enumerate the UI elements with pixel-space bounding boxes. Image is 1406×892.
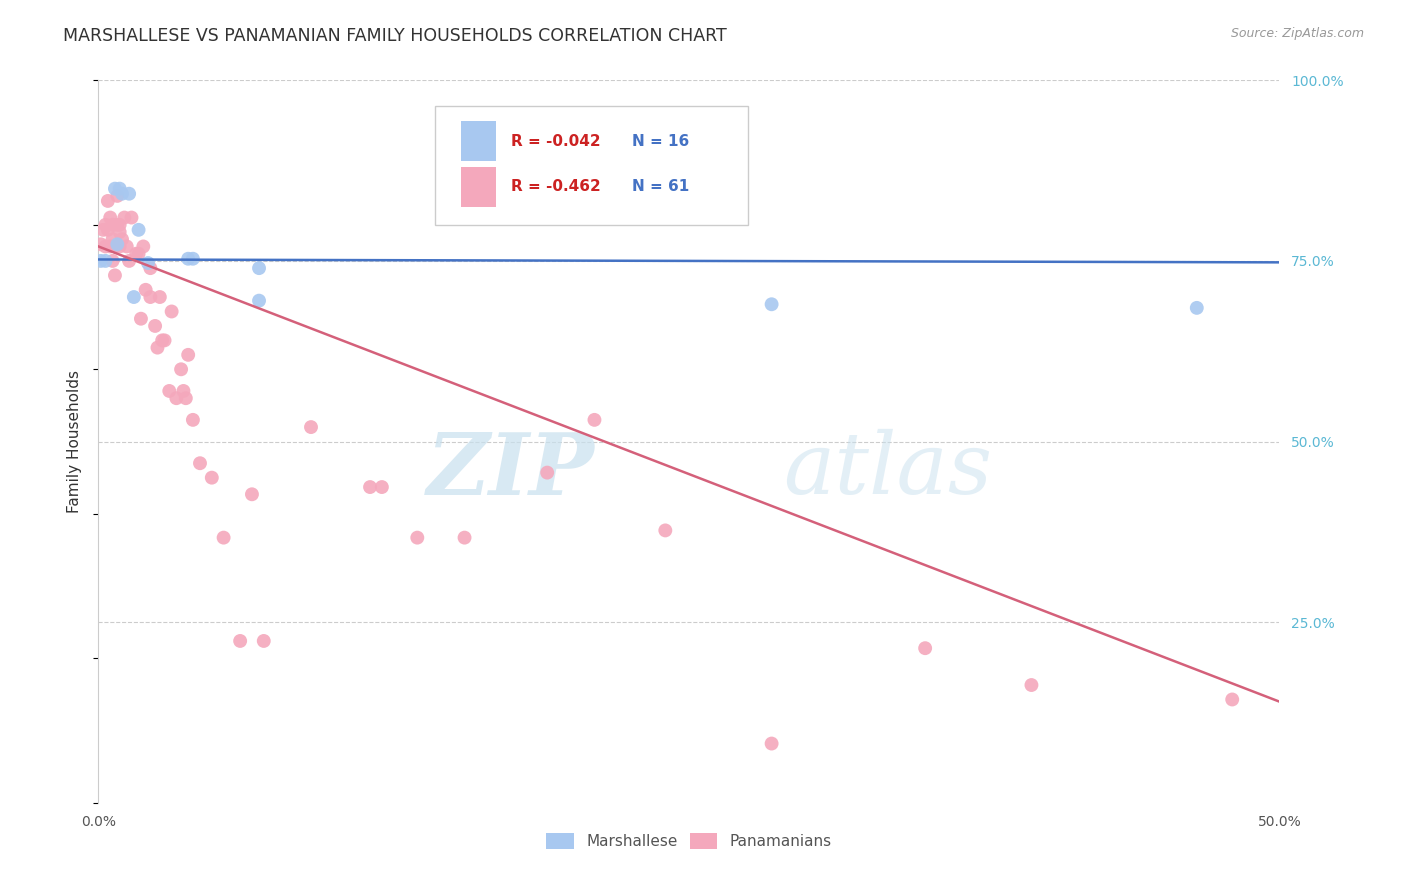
Point: [247, 261, 270, 276]
Y-axis label: Family Households: Family Households: [67, 370, 83, 513]
Point: [97, 194, 120, 208]
Point: [914, 641, 936, 656]
Point: [104, 239, 127, 253]
Point: [172, 384, 194, 398]
Point: [94, 253, 117, 268]
Point: [583, 413, 606, 427]
Point: [240, 487, 263, 501]
Point: [359, 480, 381, 494]
Point: [453, 531, 475, 545]
Point: [90, 237, 112, 252]
Point: [118, 253, 141, 268]
Point: [1021, 678, 1043, 692]
Point: [1185, 301, 1208, 315]
Point: [118, 186, 141, 201]
Point: [104, 182, 127, 196]
Point: [105, 218, 128, 232]
Point: [101, 232, 124, 246]
Text: R = -0.042: R = -0.042: [510, 134, 600, 149]
Point: [406, 531, 429, 545]
Point: [108, 218, 131, 232]
Point: [104, 268, 127, 283]
Point: [111, 186, 134, 201]
Point: [125, 246, 148, 260]
Point: [157, 384, 180, 398]
Point: [149, 290, 172, 304]
Point: [129, 311, 152, 326]
Point: [229, 634, 252, 648]
Point: [135, 283, 157, 297]
Point: [121, 211, 143, 225]
Point: [153, 334, 176, 348]
Text: ZIP: ZIP: [426, 429, 595, 512]
Point: [128, 246, 150, 260]
Point: [98, 211, 121, 225]
Point: [181, 252, 204, 266]
Point: [174, 391, 197, 405]
Point: [128, 223, 150, 237]
Point: [1220, 692, 1243, 706]
Text: Source: ZipAtlas.com: Source: ZipAtlas.com: [1230, 27, 1364, 40]
Point: [105, 189, 128, 203]
Point: [177, 348, 200, 362]
Text: R = -0.462: R = -0.462: [510, 179, 600, 194]
Point: [177, 252, 200, 266]
Point: [105, 237, 128, 252]
Point: [299, 420, 322, 434]
Point: [181, 413, 204, 427]
Point: [122, 290, 145, 304]
FancyBboxPatch shape: [461, 167, 496, 207]
Point: [536, 466, 558, 480]
Point: [170, 362, 193, 376]
Point: [108, 239, 131, 253]
Point: [247, 293, 270, 308]
Point: [143, 318, 166, 333]
Point: [91, 223, 114, 237]
Point: [139, 290, 162, 304]
Point: [108, 225, 131, 239]
Text: atlas: atlas: [783, 429, 993, 512]
Point: [654, 524, 676, 538]
Legend: Marshallese, Panamanians: Marshallese, Panamanians: [538, 825, 839, 856]
Point: [90, 253, 112, 268]
Point: [146, 341, 169, 355]
Point: [160, 304, 183, 318]
Point: [98, 239, 121, 253]
Point: [111, 232, 134, 246]
Point: [112, 211, 135, 225]
Point: [136, 256, 159, 270]
Point: [115, 239, 138, 253]
Point: [165, 391, 187, 405]
Text: N = 16: N = 16: [633, 134, 689, 149]
Point: [108, 182, 131, 196]
Point: [101, 218, 124, 232]
Point: [212, 531, 235, 545]
Point: [94, 218, 117, 232]
Point: [201, 470, 224, 484]
Point: [94, 239, 117, 253]
FancyBboxPatch shape: [461, 121, 496, 161]
Point: [371, 480, 394, 494]
Point: [761, 737, 783, 751]
Point: [132, 239, 155, 253]
Point: [761, 297, 783, 311]
Point: [150, 334, 173, 348]
FancyBboxPatch shape: [434, 105, 748, 225]
Point: [253, 634, 276, 648]
Point: [97, 223, 120, 237]
Point: [139, 261, 162, 276]
Point: [101, 253, 124, 268]
Point: [188, 456, 211, 470]
Text: MARSHALLESE VS PANAMANIAN FAMILY HOUSEHOLDS CORRELATION CHART: MARSHALLESE VS PANAMANIAN FAMILY HOUSEHO…: [63, 27, 727, 45]
Text: N = 61: N = 61: [633, 179, 689, 194]
